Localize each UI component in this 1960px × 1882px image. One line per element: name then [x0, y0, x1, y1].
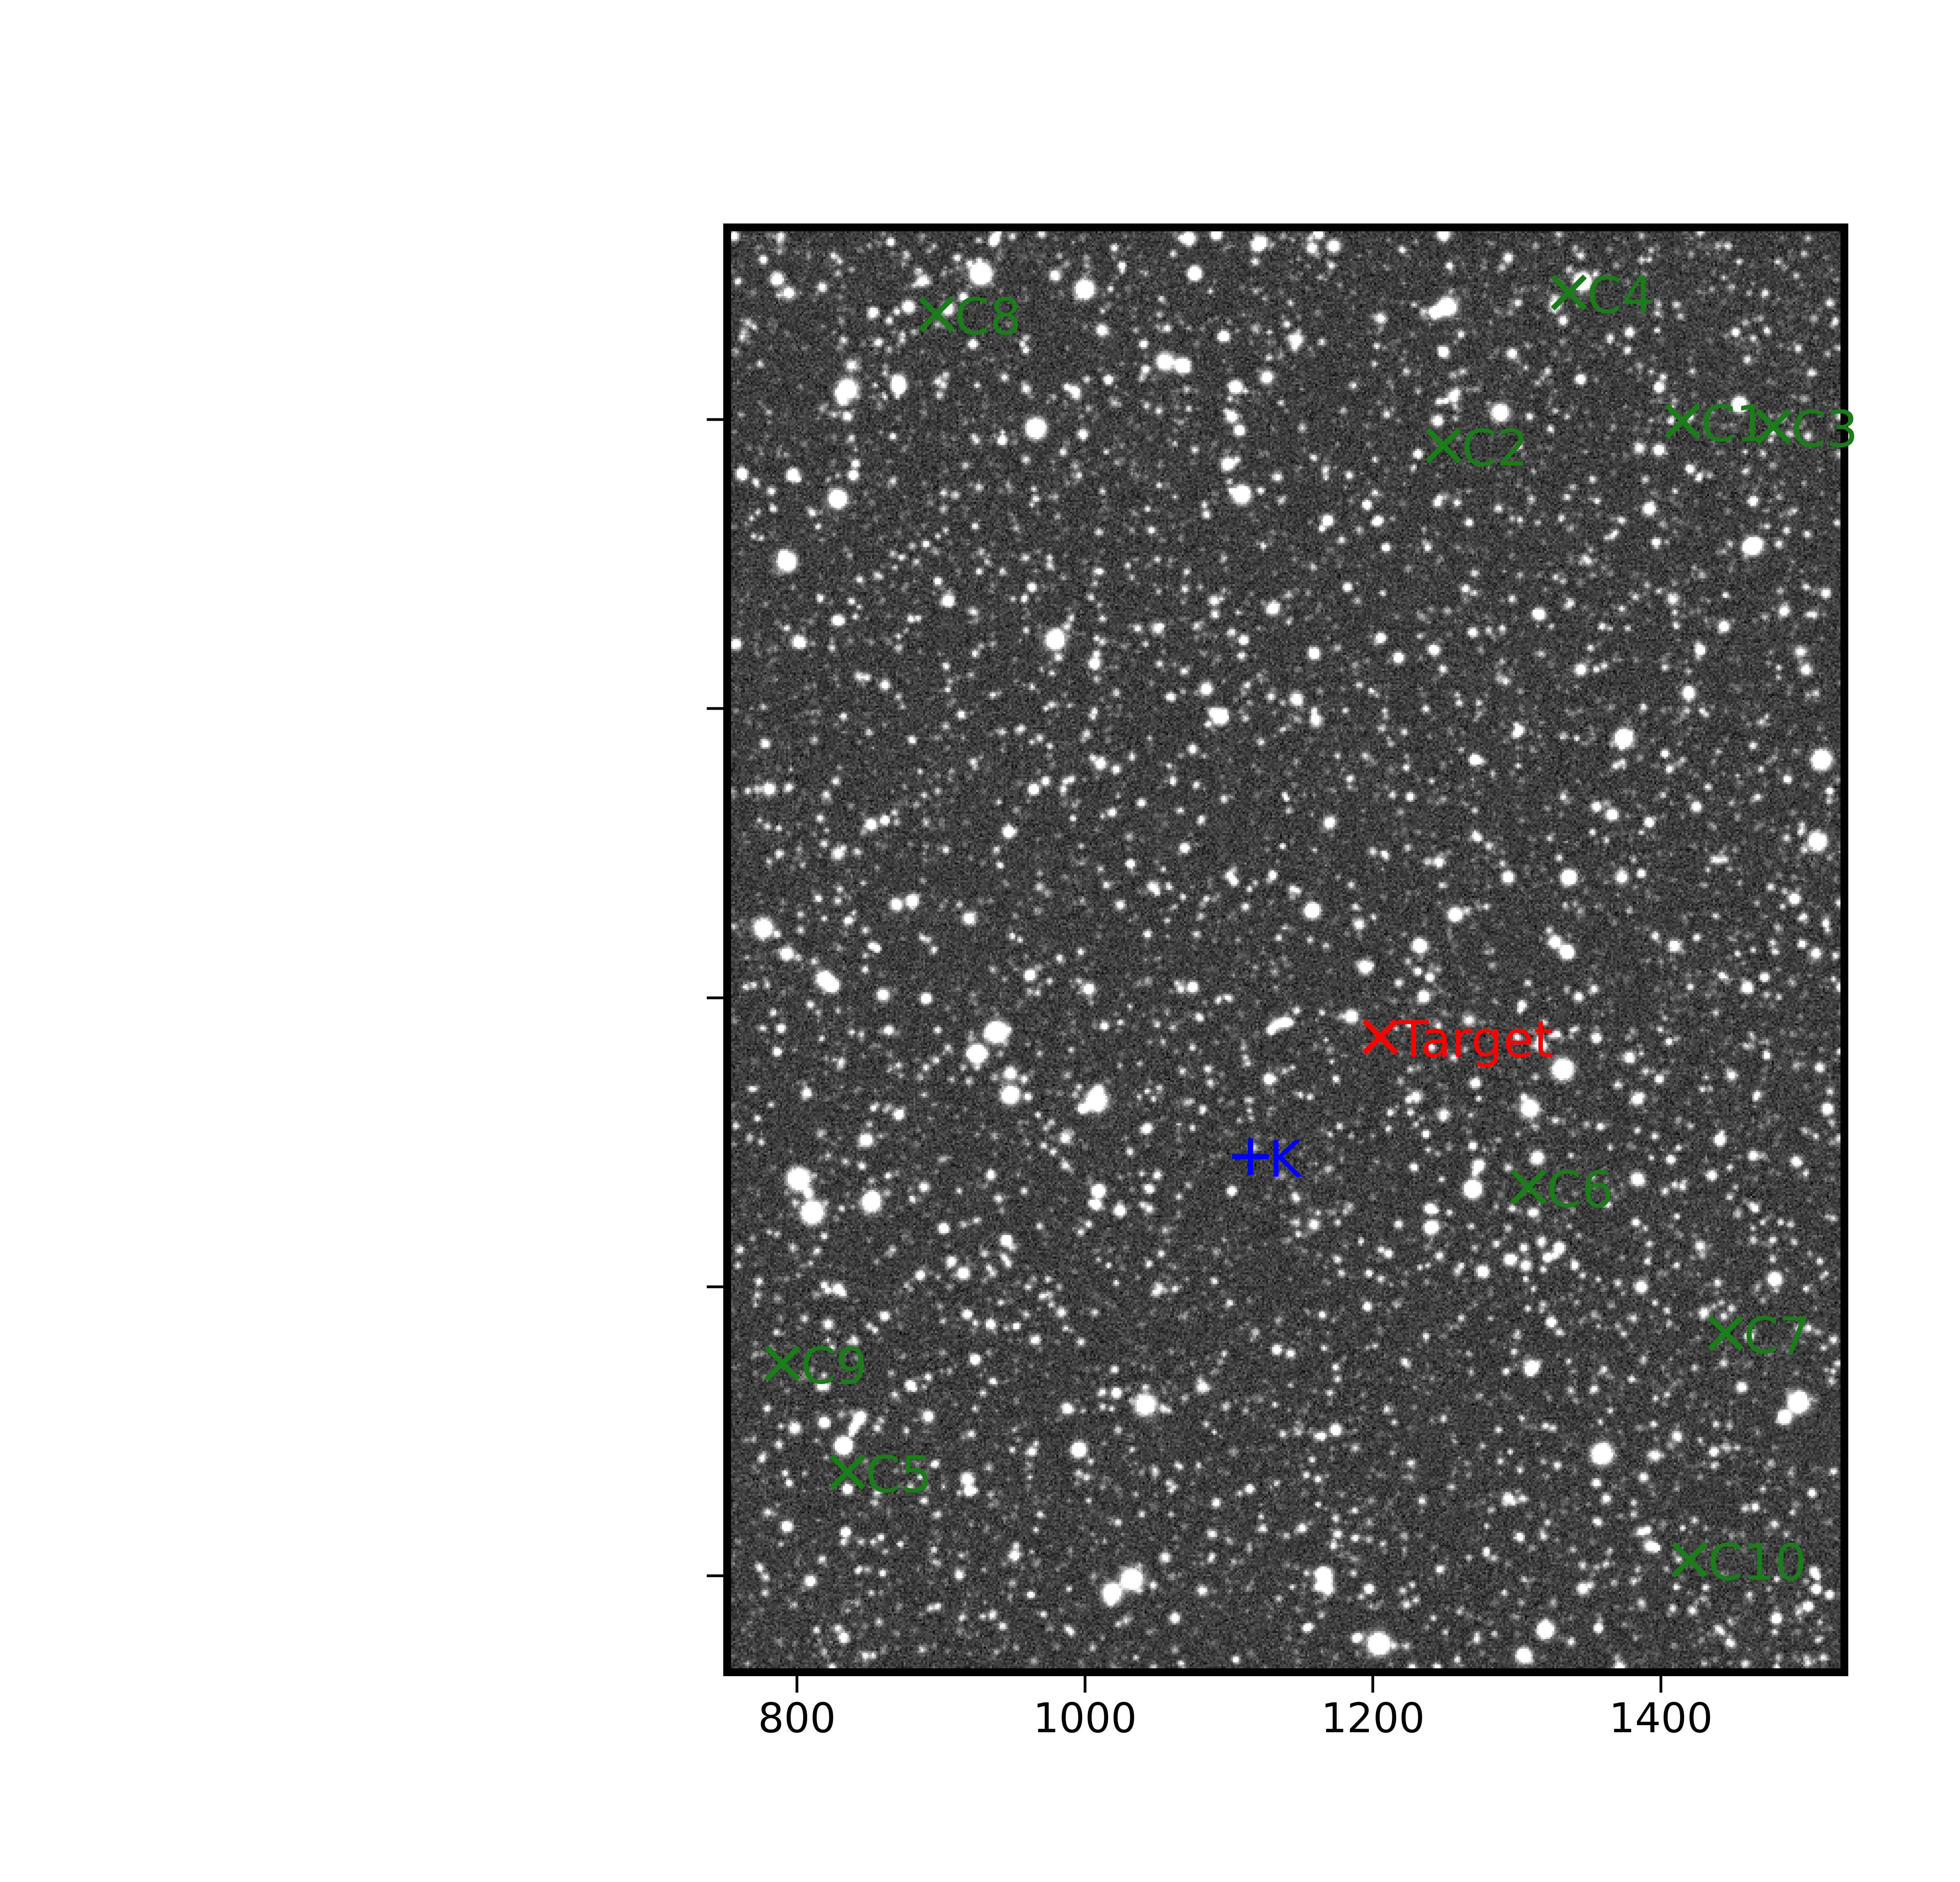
y-axis-tick: [707, 1285, 723, 1288]
x-axis-tick: [1371, 1676, 1374, 1693]
starfield-image: [731, 231, 1840, 1668]
plot-axes-frame: [723, 223, 1848, 1676]
x-axis-tick: [1659, 1676, 1662, 1693]
x-axis-tick-label: 800: [758, 1694, 836, 1742]
y-axis-tick: [707, 996, 723, 999]
y-axis-tick: [707, 1574, 723, 1577]
y-axis-tick: [707, 707, 723, 710]
x-axis-tick: [795, 1676, 799, 1693]
y-axis-tick: [707, 418, 723, 421]
x-axis-tick-label: 1000: [1033, 1694, 1137, 1742]
x-axis-tick-label: 1200: [1321, 1694, 1425, 1742]
x-axis-tick: [1083, 1676, 1087, 1693]
x-axis-tick-label: 1400: [1609, 1694, 1713, 1742]
